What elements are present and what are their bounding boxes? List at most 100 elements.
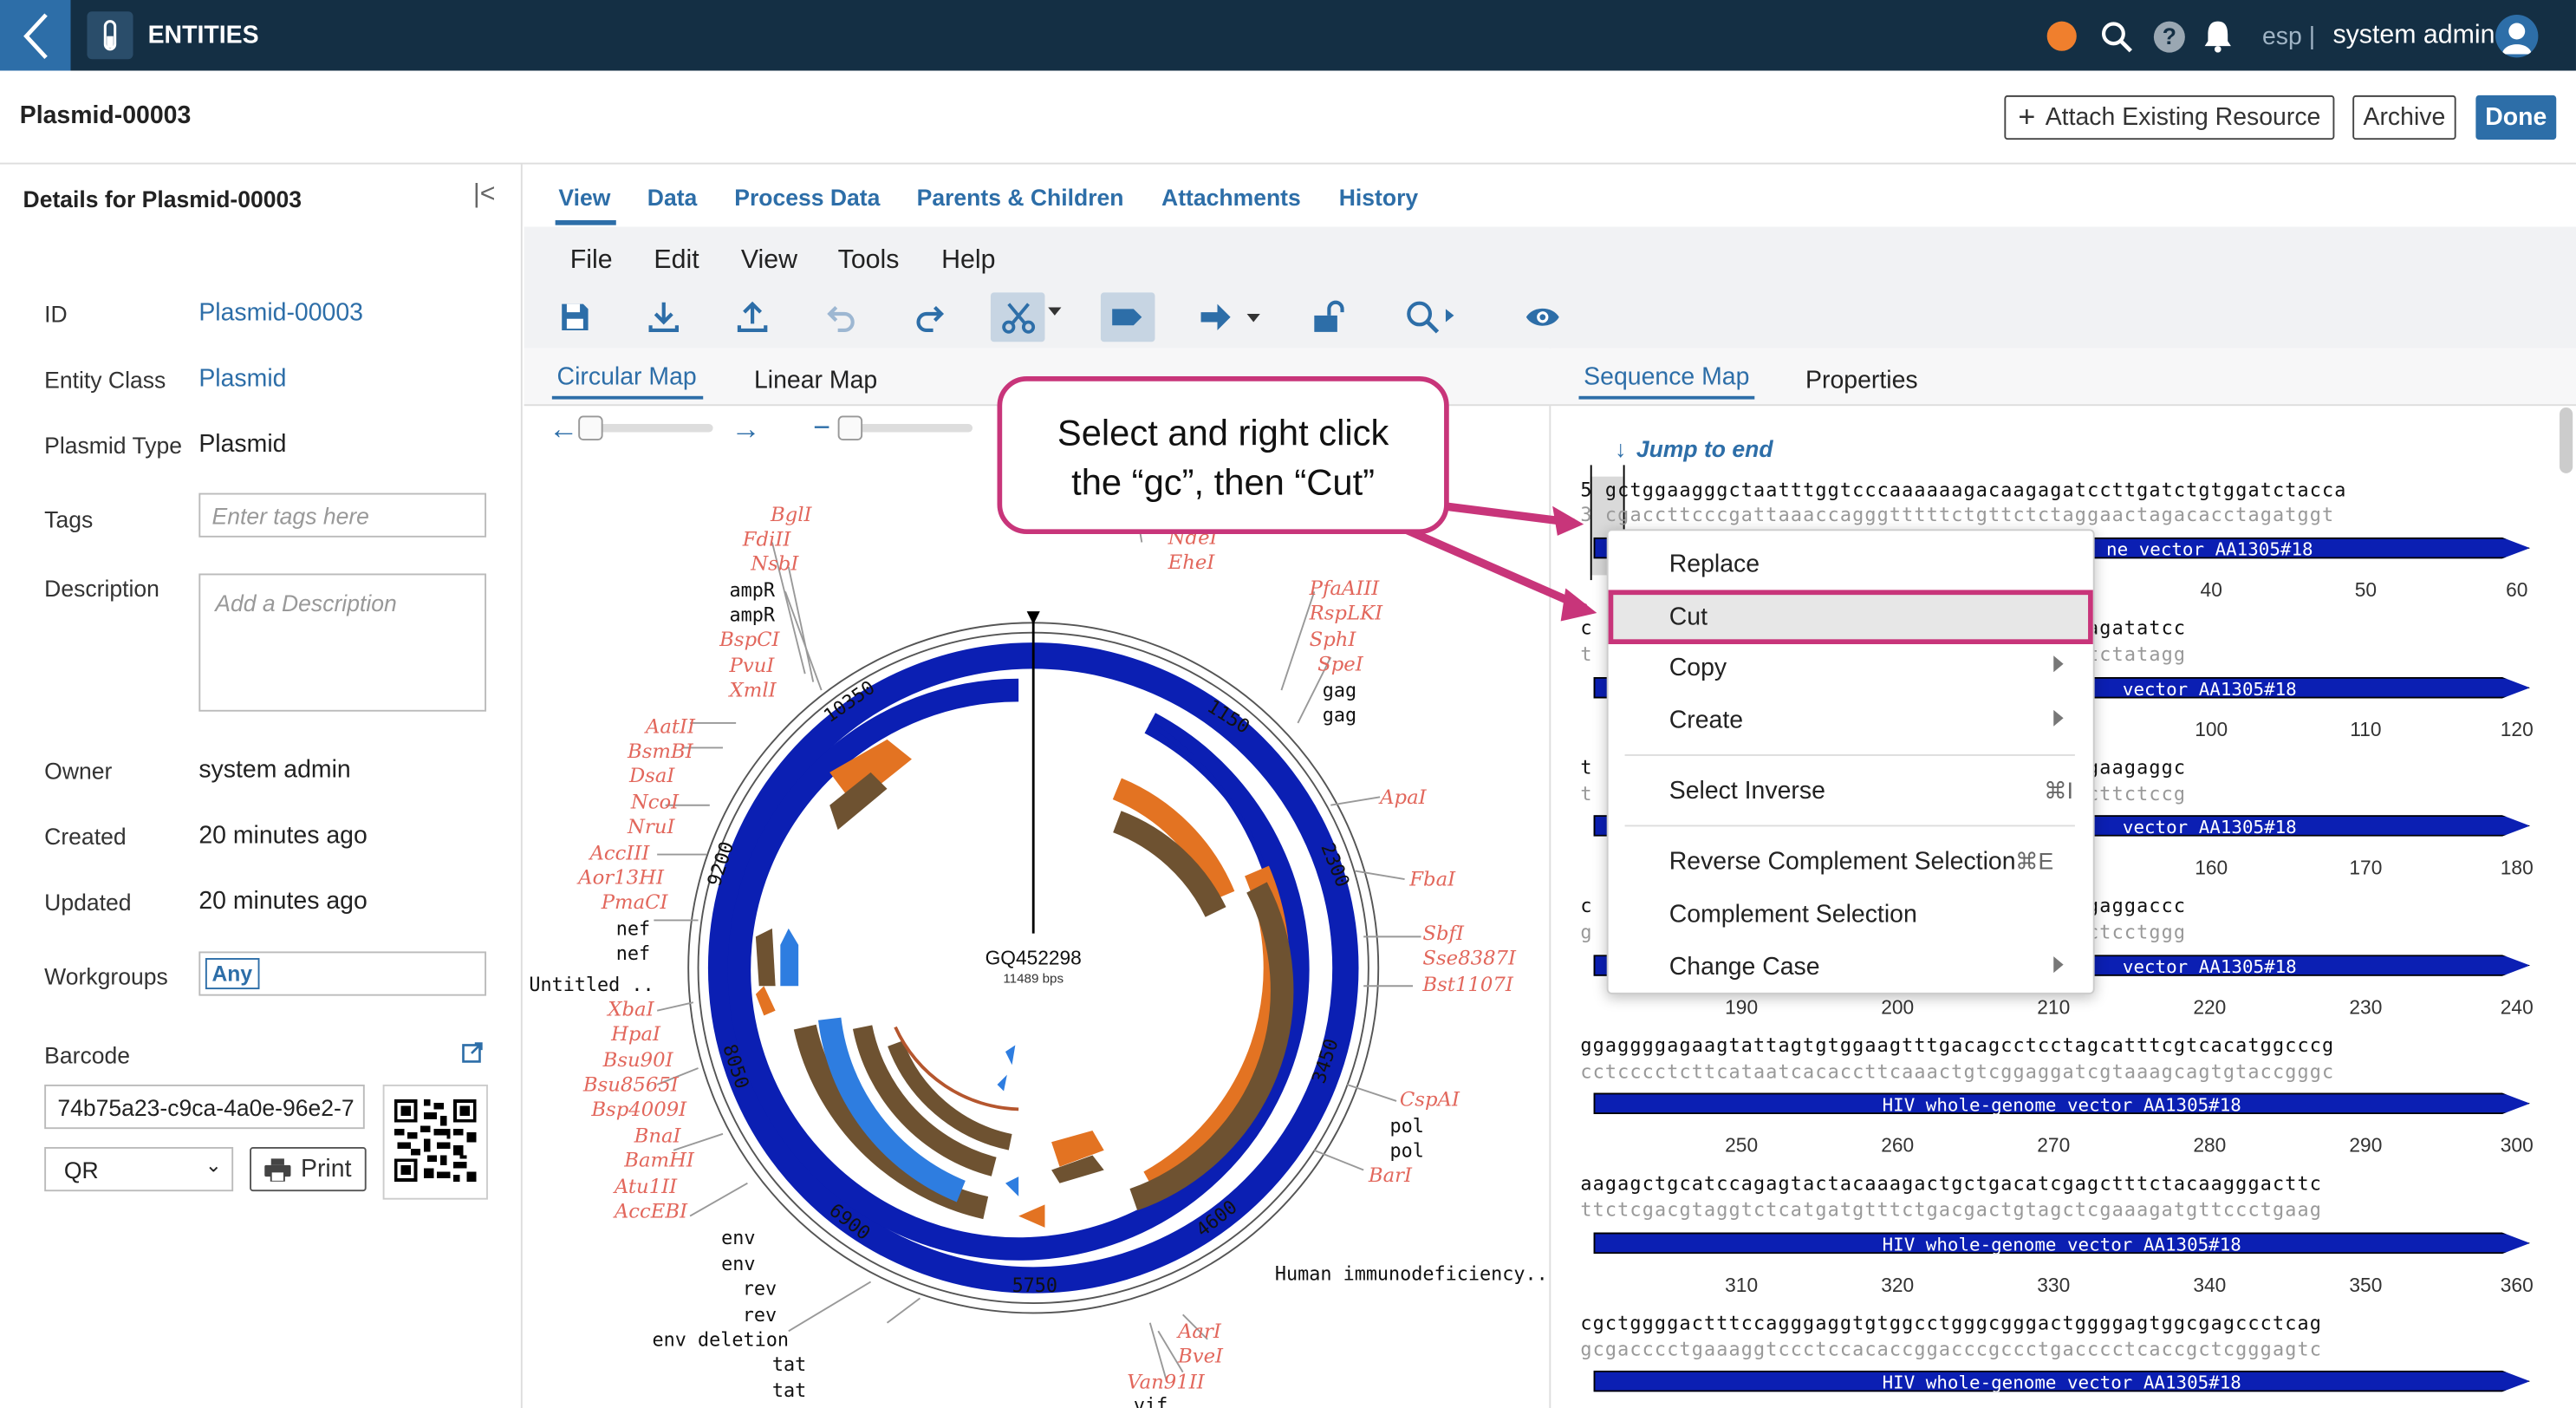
sequence-row[interactable]: ggaggggagaagtattagtgtggaagtttgacagcctcct… bbox=[1580, 1033, 2335, 1057]
enzyme-label[interactable]: FbaI bbox=[1409, 867, 1456, 891]
enzyme-label[interactable]: EheI bbox=[1168, 550, 1215, 574]
undo-icon[interactable] bbox=[823, 299, 860, 336]
tab-linear-map[interactable]: Linear Map bbox=[753, 366, 878, 394]
enzyme-label[interactable]: SphI bbox=[1309, 628, 1356, 651]
caret-down-icon[interactable] bbox=[1048, 307, 1062, 316]
sequence-row[interactable]: aagagctgcatccagagtactacaaagactgctgacatcg… bbox=[1580, 1171, 2323, 1195]
tab-circular-map[interactable]: Circular Map bbox=[556, 362, 697, 392]
feature-label[interactable]: rev bbox=[742, 1303, 777, 1327]
feature-label[interactable]: nef bbox=[615, 916, 651, 941]
enzyme-label[interactable]: AatII bbox=[645, 714, 695, 739]
enzyme-label[interactable]: BamHI bbox=[624, 1148, 694, 1172]
enzyme-label[interactable]: NcoI bbox=[630, 790, 680, 814]
enzyme-label[interactable]: CspAI bbox=[1399, 1087, 1460, 1111]
workgroups-input[interactable]: Any bbox=[198, 951, 487, 996]
feature-label[interactable]: tat bbox=[771, 1379, 807, 1402]
feature-label[interactable]: gag bbox=[1322, 678, 1357, 702]
menu-file[interactable]: File bbox=[569, 246, 613, 275]
enzyme-label[interactable]: AarI bbox=[1178, 1320, 1221, 1343]
enzyme-label[interactable]: SbfI bbox=[1422, 922, 1464, 945]
enzyme-label[interactable]: Bsu8565I bbox=[582, 1072, 679, 1097]
id-link[interactable]: Plasmid-00003 bbox=[198, 298, 364, 328]
tab-parents-children[interactable]: Parents & Children bbox=[916, 184, 1124, 211]
enzyme-label[interactable]: Bst1107I bbox=[1422, 973, 1513, 996]
enzyme-label[interactable]: BarI bbox=[1368, 1163, 1413, 1187]
feature-label[interactable]: ampR bbox=[729, 603, 776, 627]
enzyme-label[interactable]: AccEBI bbox=[614, 1199, 688, 1223]
barcode-type-select[interactable]: QR ⌄ bbox=[44, 1146, 234, 1192]
enzyme-label[interactable]: AccIII bbox=[589, 841, 650, 864]
enzyme-label[interactable]: DsaI bbox=[628, 764, 675, 787]
feature-label[interactable]: ampR bbox=[729, 578, 776, 602]
feature-label[interactable]: rev bbox=[742, 1276, 777, 1300]
feature-label[interactable]: nef bbox=[615, 942, 651, 965]
done-button[interactable]: Done bbox=[2475, 95, 2557, 140]
rotate-right-icon[interactable]: → bbox=[731, 412, 761, 446]
search-icon[interactable] bbox=[1405, 299, 1441, 336]
enzyme-label[interactable]: HpaI bbox=[611, 1021, 661, 1046]
menu-item-copy[interactable]: Copy bbox=[1669, 654, 1727, 682]
sequence-row[interactable]: 3 cgaccttcccgattaaaccagggtttttctgttctcta… bbox=[1580, 502, 2335, 526]
sequence-row[interactable]: 5 gctggaagggctaatttggtcccaaaaaagacaagaga… bbox=[1580, 478, 2347, 502]
sequence-row[interactable]: gcgacccctgaaaggtccctccacaccggacccgccctga… bbox=[1580, 1337, 2322, 1361]
external-link-icon[interactable] bbox=[462, 1042, 484, 1064]
circular-plasmid-map[interactable]: 10350 1150 2300 3450 4600 5750 6900 8050… bbox=[524, 444, 1550, 1408]
zoom-slider[interactable] bbox=[837, 424, 973, 433]
rotate-left-icon[interactable]: ← bbox=[549, 412, 579, 446]
enzyme-label[interactable]: Van91II bbox=[1127, 1370, 1205, 1394]
menu-item-replace[interactable]: Replace bbox=[1669, 550, 1760, 579]
print-button[interactable]: Print bbox=[250, 1146, 367, 1192]
menu-item-cut[interactable] bbox=[1608, 590, 2093, 644]
workgroup-chip[interactable]: Any bbox=[205, 958, 259, 990]
tab-view[interactable]: View bbox=[558, 184, 611, 211]
menu-item-cut-label[interactable]: Cut bbox=[1669, 603, 1708, 631]
description-textarea[interactable]: Add a Description bbox=[198, 573, 487, 712]
enzyme-label[interactable]: NruI bbox=[628, 815, 675, 838]
eye-icon[interactable] bbox=[1525, 299, 1561, 336]
feature-label[interactable]: Untitled .. bbox=[529, 973, 654, 996]
feature-label[interactable]: tat bbox=[771, 1352, 807, 1376]
menu-item-reverse-complement[interactable]: Reverse Complement Selection bbox=[1669, 848, 2016, 877]
feature-label[interactable]: Human immunodeficiency.. bbox=[1274, 1261, 1548, 1286]
menu-item-select-inverse[interactable]: Select Inverse bbox=[1669, 777, 1825, 805]
enzyme-label[interactable]: XbaI bbox=[608, 997, 654, 1021]
tag-icon[interactable] bbox=[1109, 299, 1145, 336]
attach-resource-button[interactable]: + Attach Existing Resource bbox=[2004, 95, 2335, 140]
enzyme-label[interactable]: PmaCI bbox=[601, 890, 668, 914]
menu-view[interactable]: View bbox=[740, 246, 798, 275]
help-icon[interactable]: ? bbox=[2153, 21, 2185, 53]
sequence-row[interactable]: ttctcgacgtaggtctcatgatgtttctgacgactgtagc… bbox=[1580, 1197, 2323, 1222]
enzyme-label[interactable]: RspLKI bbox=[1309, 601, 1383, 625]
feature-label[interactable]: env bbox=[721, 1252, 756, 1275]
feature-label[interactable]: vif bbox=[1133, 1393, 1168, 1408]
tab-data[interactable]: Data bbox=[647, 184, 698, 211]
arrow-right-icon[interactable] bbox=[1198, 299, 1234, 336]
caret-right-icon[interactable] bbox=[1445, 309, 1454, 323]
menu-tools[interactable]: Tools bbox=[837, 246, 900, 275]
enzyme-label[interactable]: Bsu90I bbox=[602, 1048, 673, 1072]
menu-edit[interactable]: Edit bbox=[654, 246, 699, 275]
tab-process-data[interactable]: Process Data bbox=[734, 184, 881, 211]
enzyme-label[interactable]: Atu1II bbox=[614, 1175, 678, 1198]
feature-bar[interactable]: HIV whole-genome vector AA1305#18 bbox=[1593, 1232, 2530, 1255]
tags-input[interactable]: Enter tags here bbox=[198, 492, 487, 538]
enzyme-label[interactable]: BveI bbox=[1178, 1344, 1224, 1367]
feature-label[interactable]: pol bbox=[1389, 1138, 1424, 1163]
menu-item-create[interactable]: Create bbox=[1669, 707, 1744, 735]
tab-history[interactable]: History bbox=[1338, 184, 1419, 211]
save-icon[interactable] bbox=[557, 299, 594, 336]
feature-label[interactable]: gag bbox=[1322, 703, 1357, 727]
caret-down-icon[interactable] bbox=[1246, 314, 1260, 323]
enzyme-label[interactable]: PfaAIII bbox=[1309, 577, 1380, 600]
rotation-slider[interactable] bbox=[578, 424, 713, 433]
avatar[interactable] bbox=[2495, 15, 2539, 58]
unlock-icon[interactable] bbox=[1310, 299, 1346, 336]
sequence-row[interactable]: cgctggggactttccagggaggtgtggcctgggcgggact… bbox=[1580, 1311, 2322, 1335]
user-name[interactable]: system admin bbox=[2332, 21, 2495, 49]
back-button[interactable] bbox=[0, 0, 71, 71]
feature-label[interactable]: pol bbox=[1389, 1114, 1424, 1137]
slider-handle[interactable] bbox=[837, 415, 863, 440]
search-icon[interactable] bbox=[2101, 22, 2133, 53]
tab-attachments[interactable]: Attachments bbox=[1161, 184, 1301, 211]
redo-icon[interactable] bbox=[912, 299, 948, 336]
